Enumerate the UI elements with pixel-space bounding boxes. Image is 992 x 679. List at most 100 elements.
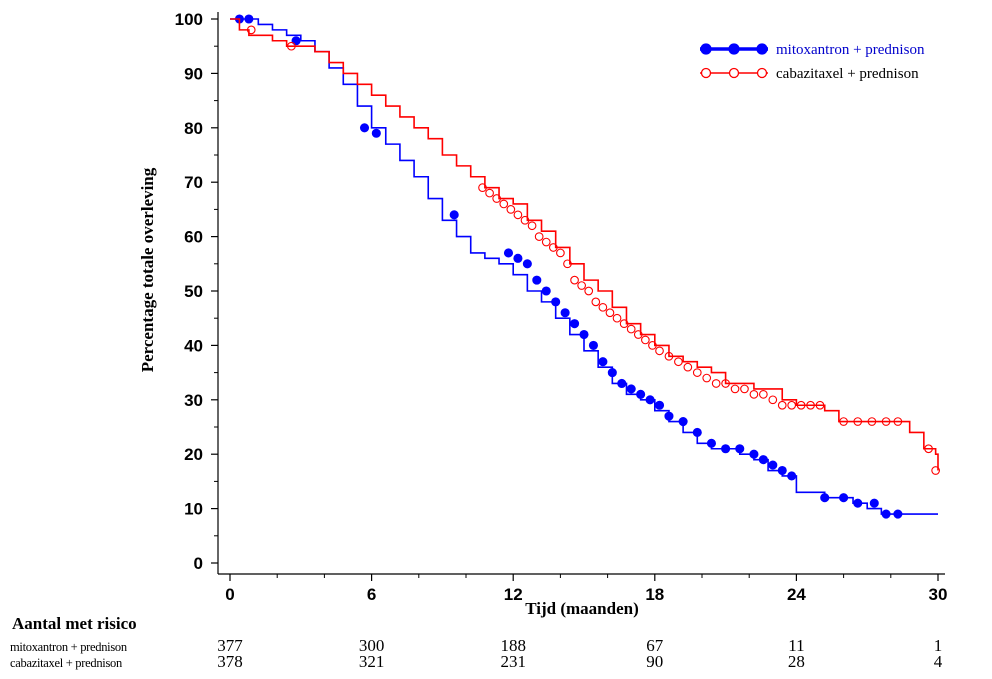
y-tick-label: 10 xyxy=(184,500,203,519)
x-tick-label: 6 xyxy=(367,585,376,604)
censor-marker xyxy=(931,466,940,475)
censor-marker xyxy=(626,384,636,394)
censor-marker xyxy=(560,308,570,318)
x-tick-label: 0 xyxy=(225,585,234,604)
risk-value: 28 xyxy=(787,652,805,671)
risk-value: 300 xyxy=(358,636,385,655)
censor-marker xyxy=(787,400,797,410)
censor-marker xyxy=(503,248,514,258)
censor-marker xyxy=(678,417,688,427)
censor-marker xyxy=(548,243,558,252)
censor-marker xyxy=(513,210,523,220)
legend-marker xyxy=(700,67,712,79)
censor-marker xyxy=(636,389,646,399)
censor-marker xyxy=(570,319,580,329)
risk-row-label-mitoxantron: mitoxantron + prednison xyxy=(10,640,127,654)
censor-marker xyxy=(577,281,586,290)
censor-marker xyxy=(371,128,381,138)
y-tick-label: 80 xyxy=(184,119,203,138)
risk-value: 231 xyxy=(500,652,526,671)
survival-chart: 0 10 20 30 40 50 60 70 80 90 100 0 6 12 18 24 30 mitoxan… xyxy=(138,10,948,618)
censor-marker xyxy=(641,335,650,345)
censor-marker xyxy=(853,498,863,508)
censor-marker xyxy=(758,455,768,465)
legend-marker xyxy=(728,67,740,79)
x-axis-title: Tijd (maanden) xyxy=(525,599,639,618)
censor-marker xyxy=(619,319,629,328)
censor-marker xyxy=(478,183,487,192)
x-tick-label: 12 xyxy=(504,585,523,604)
legend-label: cabazitaxel + prednison xyxy=(776,66,919,82)
censor-marker xyxy=(664,411,674,421)
legend: mitoxantron + prednison cabazitaxel + pre… xyxy=(700,42,925,82)
censor-marker xyxy=(359,123,370,133)
censor-marker xyxy=(522,259,532,269)
censor-marker xyxy=(853,417,863,426)
censor-marker xyxy=(839,417,848,426)
censor-marker xyxy=(617,378,627,389)
legend-marker xyxy=(728,43,740,55)
y-tick-label: 70 xyxy=(184,173,203,192)
censor-marker xyxy=(591,297,601,307)
censor-marker xyxy=(796,400,806,410)
y-tick-label: 60 xyxy=(184,228,203,247)
y-tick-label: 50 xyxy=(184,282,203,301)
censor-marker xyxy=(759,390,768,399)
censor-marker xyxy=(730,384,740,394)
risk-value: 1 xyxy=(933,636,943,655)
censor-marker xyxy=(820,493,830,503)
censor-marker xyxy=(721,444,731,454)
censor-marker xyxy=(556,248,565,258)
censor-marker xyxy=(740,384,749,394)
censor-marker xyxy=(612,313,622,323)
censor-marker xyxy=(607,368,617,378)
censor-marker xyxy=(513,253,523,263)
risk-value: 188 xyxy=(500,636,526,655)
x-tick-label: 30 xyxy=(929,585,948,604)
censor-marker xyxy=(706,438,716,448)
risk-row-label-cabazitaxel: cabazitaxel + prednison xyxy=(10,656,122,670)
censor-marker xyxy=(492,194,502,203)
risk-value: 4 xyxy=(933,652,943,671)
risk-value: 378 xyxy=(217,652,243,671)
risk-value: 11 xyxy=(788,636,805,655)
series-cabazitaxel xyxy=(230,18,940,475)
censor-marker xyxy=(291,36,301,46)
censor-marker xyxy=(605,308,615,318)
censor-marker xyxy=(893,509,903,519)
x-tick-label: 24 xyxy=(787,585,806,604)
y-tick-label: 100 xyxy=(175,10,203,29)
censor-marker xyxy=(749,449,759,459)
censor-marker xyxy=(534,232,544,241)
y-tick-label: 30 xyxy=(184,391,203,410)
censor-marker xyxy=(499,199,509,209)
censor-marker xyxy=(563,259,572,269)
censor-marker xyxy=(735,444,745,454)
censor-marker xyxy=(520,215,530,225)
censor-marker xyxy=(506,205,516,214)
censor-marker xyxy=(287,41,296,51)
censor-marker xyxy=(541,237,551,247)
censor-marker xyxy=(768,460,778,470)
y-tick-label: 40 xyxy=(184,336,203,355)
censor-marker xyxy=(598,302,608,312)
censor-marker xyxy=(924,444,933,454)
censor-marker xyxy=(645,395,655,405)
censor-marker xyxy=(654,400,665,410)
legend-marker xyxy=(756,67,768,79)
legend-marker xyxy=(700,43,712,55)
censor-marker xyxy=(839,493,849,503)
censor-marker xyxy=(449,210,459,220)
axes: 0 10 20 30 40 50 60 70 80 90 100 0 6 12 18 24 30 xyxy=(175,10,948,604)
censor-marker xyxy=(584,286,594,296)
censor-marker xyxy=(648,341,657,350)
risk-table-title: Aantal met risico xyxy=(12,614,137,633)
risk-value: 67 xyxy=(646,636,664,655)
censor-marker xyxy=(541,286,551,296)
censor-marker xyxy=(246,25,256,35)
censor-marker xyxy=(777,400,787,410)
censor-marker xyxy=(711,379,721,388)
censor-marker xyxy=(893,417,903,426)
censor-marker xyxy=(683,362,693,372)
censor-marker xyxy=(664,351,674,361)
